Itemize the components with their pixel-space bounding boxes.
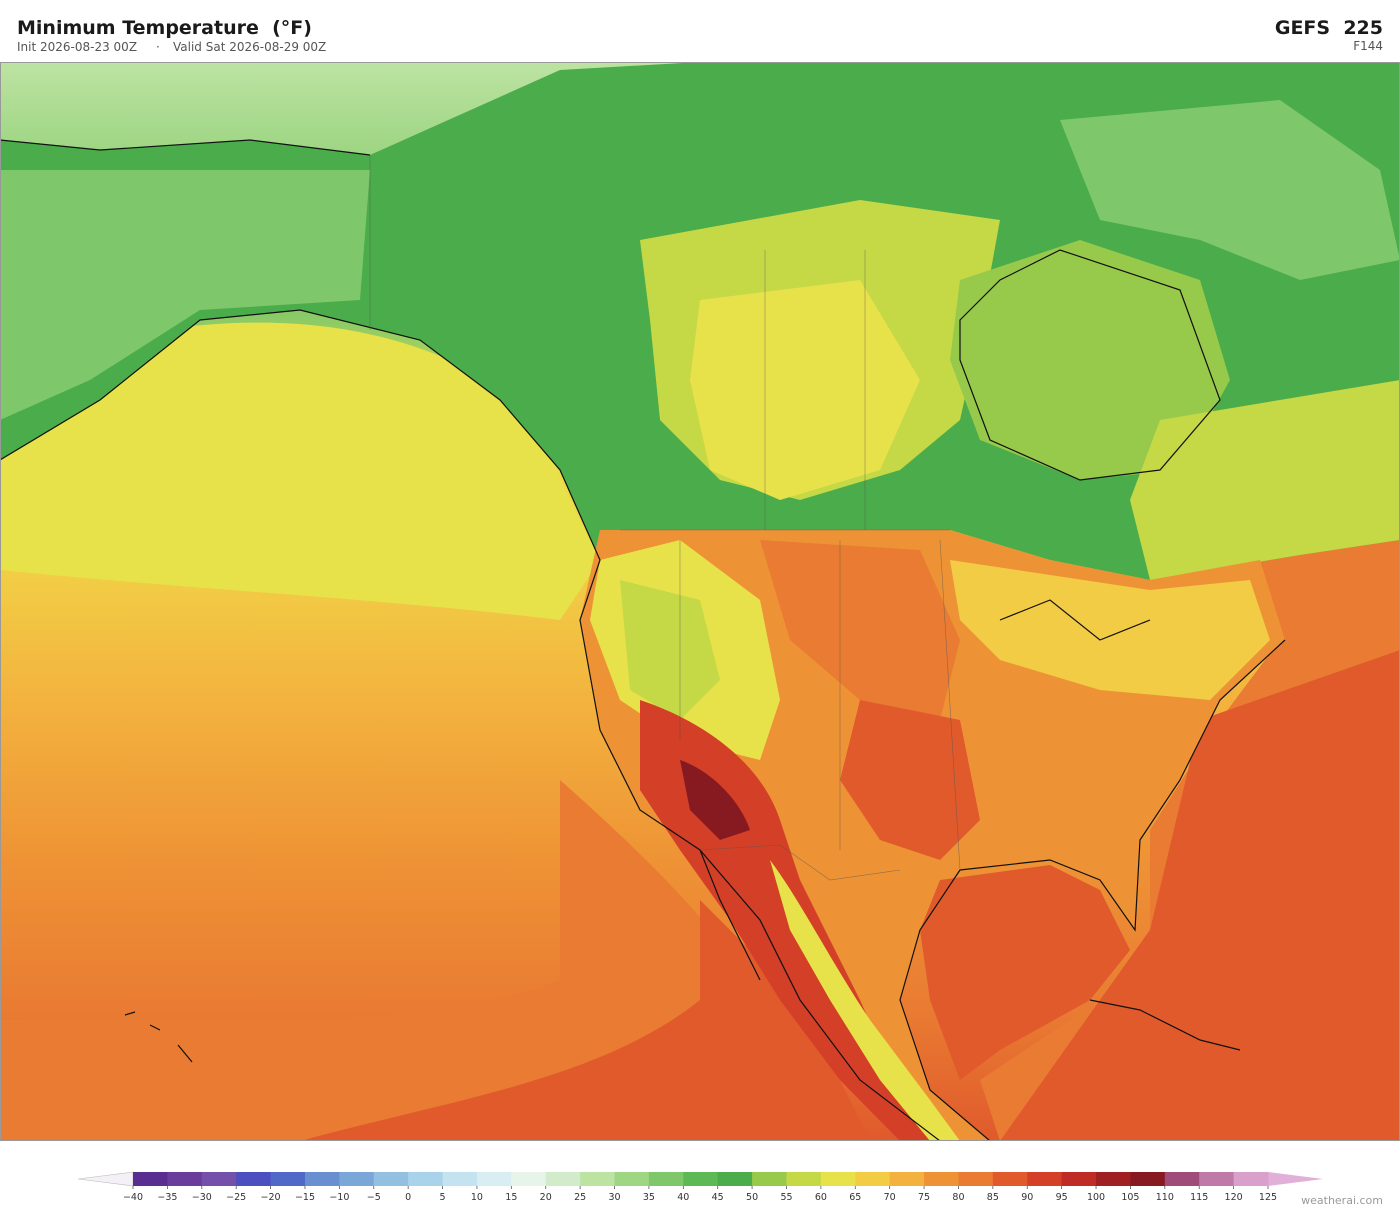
colorbar-tick-label: 25 — [574, 1192, 586, 1203]
colorbar-tick-label: −35 — [157, 1192, 177, 1203]
colorbar-tick-label: 115 — [1190, 1192, 1208, 1203]
rockies — [620, 580, 720, 720]
colorbar-segment — [408, 1172, 444, 1186]
colorbar-tick-label: 95 — [1056, 1192, 1068, 1203]
prairies-warm — [690, 280, 920, 500]
colorbar-segment — [1061, 1172, 1097, 1186]
colorbar-segment — [133, 1172, 168, 1186]
colorbar-segment — [752, 1172, 787, 1186]
colorbar-over — [1268, 1172, 1323, 1186]
colorbar-tick-label: −25 — [226, 1192, 246, 1203]
colorbar-tick-label: 85 — [987, 1192, 999, 1203]
map — [0, 62, 1400, 1141]
colorbar-segment — [236, 1172, 272, 1186]
coastlines — [0, 139, 1286, 1141]
colorbar-segment — [1199, 1172, 1235, 1186]
colorbar-under — [77, 1171, 134, 1187]
colorbar-segment — [304, 1172, 340, 1186]
colorbar-tick-label: 55 — [780, 1192, 792, 1203]
colorbar-tick-label: 65 — [849, 1192, 861, 1203]
colorbar-tick-label: 60 — [815, 1192, 827, 1203]
southern-plains — [840, 700, 980, 860]
gulf-of-mexico — [920, 865, 1130, 1080]
colorbar-tick-label: 90 — [1021, 1192, 1033, 1203]
colorbar-segment — [580, 1172, 616, 1186]
desert-hot — [680, 760, 750, 840]
mexico-plateau — [770, 860, 960, 1141]
colorbar-tick-label: 40 — [677, 1192, 689, 1203]
colorbar-segment — [924, 1172, 959, 1186]
map-title: Minimum Temperature (°F) — [17, 17, 312, 39]
colorbar-tick-label: 5 — [440, 1192, 446, 1203]
colorbar-tick-label: 80 — [952, 1192, 964, 1203]
colorbar: −40 −35 −30 −25 −20 −15 −10 −5 0 5 10 15 20 25 30 35 40 4… — [77, 1171, 1323, 1203]
colorbar-segment — [201, 1172, 237, 1186]
watermark: weatherai.com — [1301, 1194, 1383, 1207]
colorbar-tick-label: 105 — [1121, 1192, 1139, 1203]
borders — [369, 155, 961, 881]
alaska-interior — [0, 170, 370, 420]
colorbar-tick-label: 110 — [1156, 1192, 1174, 1203]
colorbar-tick-label: 75 — [918, 1192, 930, 1203]
colorbar-segment — [820, 1172, 856, 1186]
great-lakes — [950, 560, 1270, 700]
colorbar-segment — [648, 1172, 684, 1186]
init-time: Init 2026-08-23 00Z — [17, 40, 137, 54]
colorbar-tick-label: 10 — [471, 1192, 483, 1203]
colorbar-tick-label: 100 — [1087, 1192, 1105, 1203]
colorbar-tick-label: 45 — [712, 1192, 724, 1203]
pacific-warm — [300, 900, 870, 1141]
colorbar-tick-label: −15 — [295, 1192, 315, 1203]
colorbar-tick-label: 35 — [643, 1192, 655, 1203]
colorbar-segment — [717, 1172, 753, 1186]
colorbar-segment — [545, 1172, 581, 1186]
forecast-hour: F144 — [1353, 39, 1383, 53]
colorbar-segment — [476, 1172, 512, 1186]
colorbar-segment — [855, 1172, 891, 1186]
colorbar-segment — [614, 1172, 650, 1186]
colorbar-tick-label: 70 — [884, 1192, 896, 1203]
colorbar-tick-label: 0 — [405, 1192, 411, 1203]
colorbar-tick-label: 125 — [1259, 1192, 1277, 1203]
colorbar-segment — [442, 1172, 478, 1186]
colorbar-segment — [1027, 1172, 1063, 1186]
colorbar-tick-label: 15 — [505, 1192, 517, 1203]
colorbar-tick-label: 120 — [1225, 1192, 1243, 1203]
colorbar-tick-label: 50 — [746, 1192, 758, 1203]
colorbar-segment — [511, 1172, 547, 1186]
colorbar-segment — [167, 1172, 203, 1186]
plains — [760, 540, 960, 720]
atlantic-warm — [1000, 650, 1400, 1141]
model-name: GEFS 225 — [1275, 17, 1383, 39]
colorbar-segment — [1164, 1172, 1200, 1186]
colorbar-tick-label: 30 — [608, 1192, 620, 1203]
valid-time: Valid Sat 2026-08-29 00Z — [173, 40, 326, 54]
colorbar-segment — [889, 1172, 925, 1186]
colorbar-tick-label: −10 — [329, 1192, 349, 1203]
colorbar-segment — [270, 1172, 306, 1186]
colorbar-segment — [339, 1172, 375, 1186]
colorbar-tick-label: −20 — [261, 1192, 281, 1203]
arctic-islands — [1060, 100, 1400, 280]
colorbar-segment — [958, 1172, 994, 1186]
colorbar-segment — [1130, 1172, 1166, 1186]
colorbar-segment — [786, 1172, 822, 1186]
separator: · — [156, 40, 160, 54]
colorbar-tick-label: −30 — [192, 1192, 212, 1203]
colorbar-tick-label: −40 — [123, 1192, 143, 1203]
colorbar-segment — [373, 1172, 409, 1186]
colorbar-segment — [1096, 1172, 1131, 1186]
colorbar-tick-label: 20 — [540, 1192, 552, 1203]
colorbar-segment — [992, 1172, 1028, 1186]
quebec — [1130, 380, 1400, 580]
colorbar-segment — [683, 1172, 719, 1186]
colorbar-tick-label: −5 — [367, 1192, 381, 1203]
ocean-band — [0, 322, 600, 620]
colorbar-segment — [1233, 1172, 1269, 1186]
